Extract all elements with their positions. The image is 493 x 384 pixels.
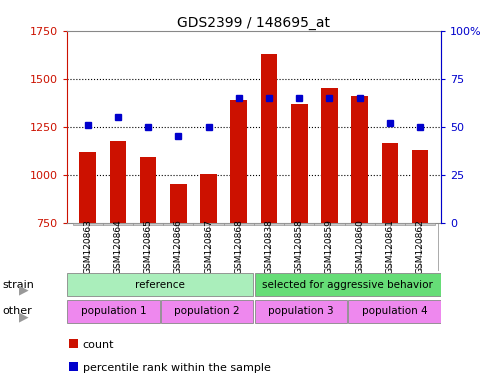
Bar xyxy=(79,152,96,223)
FancyBboxPatch shape xyxy=(67,273,253,296)
FancyBboxPatch shape xyxy=(284,223,315,225)
Text: GSM120860: GSM120860 xyxy=(355,219,364,274)
Bar xyxy=(382,143,398,223)
FancyBboxPatch shape xyxy=(163,223,193,225)
FancyBboxPatch shape xyxy=(161,300,253,323)
Title: GDS2399 / 148695_at: GDS2399 / 148695_at xyxy=(177,16,330,30)
Text: ▶: ▶ xyxy=(19,311,29,324)
Bar xyxy=(170,184,187,223)
FancyBboxPatch shape xyxy=(345,223,375,225)
Bar xyxy=(109,141,126,223)
Bar xyxy=(321,88,338,223)
Text: GSM120859: GSM120859 xyxy=(325,219,334,274)
Text: strain: strain xyxy=(2,280,35,290)
Text: count: count xyxy=(83,340,114,350)
FancyBboxPatch shape xyxy=(193,223,224,225)
FancyBboxPatch shape xyxy=(254,300,347,323)
Text: GSM120868: GSM120868 xyxy=(234,219,243,274)
Text: GSM120864: GSM120864 xyxy=(113,219,122,274)
Text: selected for aggressive behavior: selected for aggressive behavior xyxy=(262,280,433,290)
Text: reference: reference xyxy=(135,280,185,290)
FancyBboxPatch shape xyxy=(405,223,435,225)
Bar xyxy=(291,104,308,223)
Text: population 2: population 2 xyxy=(174,306,240,316)
Text: other: other xyxy=(2,306,32,316)
Text: GSM120862: GSM120862 xyxy=(416,219,424,274)
Bar xyxy=(412,150,428,223)
Text: percentile rank within the sample: percentile rank within the sample xyxy=(83,363,271,373)
FancyBboxPatch shape xyxy=(315,223,345,225)
FancyBboxPatch shape xyxy=(348,300,441,323)
Text: population 4: population 4 xyxy=(361,306,427,316)
Text: population 3: population 3 xyxy=(268,306,334,316)
FancyBboxPatch shape xyxy=(224,223,254,225)
FancyBboxPatch shape xyxy=(375,223,405,225)
Text: GSM120861: GSM120861 xyxy=(386,219,394,274)
FancyBboxPatch shape xyxy=(254,223,284,225)
FancyBboxPatch shape xyxy=(103,223,133,225)
Text: population 1: population 1 xyxy=(80,306,146,316)
FancyBboxPatch shape xyxy=(67,300,160,323)
Bar xyxy=(140,157,156,223)
Text: GSM120838: GSM120838 xyxy=(265,219,274,274)
Text: GSM120858: GSM120858 xyxy=(295,219,304,274)
Text: ▶: ▶ xyxy=(19,284,29,297)
Bar xyxy=(200,174,217,223)
Text: GSM120867: GSM120867 xyxy=(204,219,213,274)
Bar xyxy=(231,100,247,223)
FancyBboxPatch shape xyxy=(133,223,163,225)
Bar xyxy=(352,96,368,223)
Text: GSM120863: GSM120863 xyxy=(83,219,92,274)
Bar xyxy=(261,54,277,223)
FancyBboxPatch shape xyxy=(254,273,441,296)
Text: GSM120866: GSM120866 xyxy=(174,219,183,274)
Text: GSM120865: GSM120865 xyxy=(143,219,153,274)
FancyBboxPatch shape xyxy=(72,223,103,225)
